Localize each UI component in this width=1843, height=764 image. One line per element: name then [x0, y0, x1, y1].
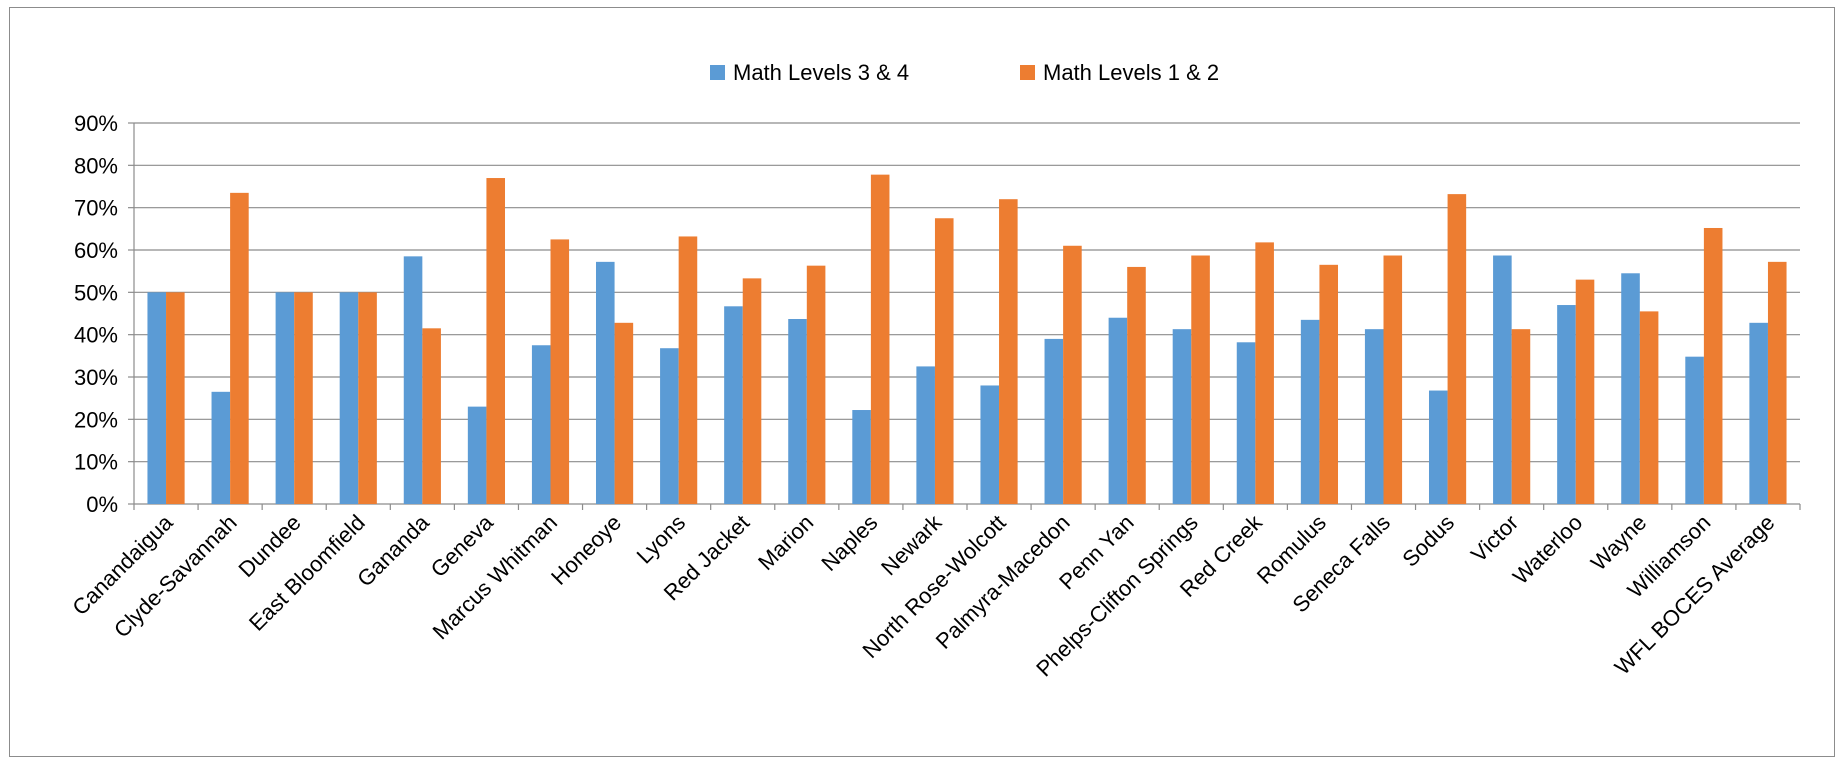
bar-levels-1-2	[294, 292, 313, 504]
x-tick-label: Naples	[816, 510, 882, 576]
bar-levels-1-2	[1383, 255, 1403, 504]
bar-levels-3-4	[1685, 356, 1704, 504]
chart-frame: 0% 10% 20% 30% 40% 50% 60% 70% 80% 90% Canandaigu…	[9, 7, 1835, 757]
bar-levels-1-2	[1063, 245, 1082, 504]
y-tick-label: 50%	[74, 280, 118, 305]
bar-levels-1-2	[1575, 279, 1595, 504]
y-tick-labels: 0% 10% 20% 30% 40% 50% 60% 70% 80% 90%	[74, 111, 118, 517]
bar-chart: 0% 10% 20% 30% 40% 50% 60% 70% 80% 90% Canandaigu…	[67, 60, 1801, 681]
x-tick-label: Victor	[1466, 510, 1523, 567]
bar-levels-3-4	[916, 366, 935, 504]
y-tick-label: 90%	[74, 111, 118, 136]
bar-levels-3-4	[403, 256, 423, 504]
bar-levels-3-4	[1172, 329, 1192, 504]
bar-levels-3-4	[531, 345, 551, 504]
bar-levels-3-4	[1236, 342, 1256, 504]
bar-levels-1-2	[1703, 227, 1723, 504]
bar-levels-1-2	[1319, 264, 1339, 504]
bar-levels-3-4	[724, 306, 743, 504]
x-tick-label: Sodus	[1397, 510, 1459, 572]
bar-levels-1-2	[1639, 311, 1659, 504]
x-tick-label: Honeoye	[546, 510, 626, 590]
x-tick-label: Marion	[753, 510, 818, 575]
y-tick-label: 40%	[74, 323, 118, 348]
bar-levels-3-4	[1044, 338, 1064, 504]
bar-levels-3-4	[660, 348, 679, 504]
bar-levels-1-2	[806, 265, 826, 504]
bar-levels-3-4	[275, 292, 295, 504]
bar-levels-3-4	[147, 292, 167, 504]
bar-levels-3-4	[1364, 329, 1384, 504]
y-tick-label: 20%	[74, 407, 118, 432]
bar-levels-1-2	[550, 239, 570, 504]
bar-levels-1-2	[1767, 261, 1787, 504]
x-tick-label: Waterloo	[1508, 510, 1587, 589]
y-tick-label: 80%	[74, 153, 118, 178]
bar-levels-1-2	[1255, 242, 1274, 504]
bar-levels-3-4	[595, 261, 615, 504]
bar-levels-3-4	[1428, 390, 1448, 504]
bar-levels-1-2	[486, 178, 506, 505]
bar-levels-1-2	[870, 174, 890, 504]
y-tick-label: 30%	[74, 365, 118, 390]
gridlines	[134, 122, 1800, 463]
x-tick-label: Gananda	[352, 509, 434, 591]
legend: Math Levels 3 & 4 Math Levels 1 & 2	[710, 60, 1219, 85]
bar-levels-1-2	[1191, 255, 1210, 504]
axes	[128, 122, 1801, 510]
bar-levels-3-4	[1108, 317, 1128, 504]
bar-levels-1-2	[230, 192, 249, 504]
bar-levels-1-2	[999, 199, 1018, 504]
bar-levels-3-4	[788, 319, 807, 504]
bar-levels-3-4	[1557, 305, 1576, 504]
bar-levels-1-2	[422, 328, 441, 504]
bar-levels-1-2	[358, 292, 377, 504]
legend-swatch	[1020, 65, 1035, 80]
bar-levels-1-2	[1127, 266, 1146, 504]
bar-levels-3-4	[1300, 319, 1320, 504]
bar-levels-1-2	[614, 322, 634, 504]
bar-levels-1-2	[1511, 329, 1531, 504]
y-tick-label: 0%	[86, 492, 118, 517]
bar-levels-3-4	[980, 385, 1000, 504]
x-tick-label: Lyons	[632, 510, 691, 569]
legend-swatch	[710, 65, 725, 80]
bars	[147, 174, 1787, 505]
bar-levels-3-4	[467, 406, 487, 504]
bar-levels-3-4	[339, 292, 359, 504]
bar-levels-3-4	[1621, 273, 1640, 504]
y-tick-label: 10%	[74, 450, 118, 475]
legend-label: Math Levels 1 & 2	[1043, 60, 1219, 85]
bar-levels-1-2	[742, 278, 762, 504]
legend-label: Math Levels 3 & 4	[733, 60, 909, 85]
bar-levels-3-4	[1749, 322, 1768, 504]
bar-levels-1-2	[678, 236, 698, 504]
bar-levels-3-4	[1493, 255, 1512, 504]
bar-levels-3-4	[211, 391, 231, 504]
bar-levels-1-2	[1447, 194, 1467, 504]
bar-levels-3-4	[852, 410, 871, 504]
bar-levels-1-2	[166, 292, 185, 504]
x-tick-label: East Bloomfield	[244, 510, 370, 636]
bar-levels-1-2	[934, 218, 954, 504]
y-tick-label: 70%	[74, 196, 118, 221]
y-tick-label: 60%	[74, 238, 118, 263]
